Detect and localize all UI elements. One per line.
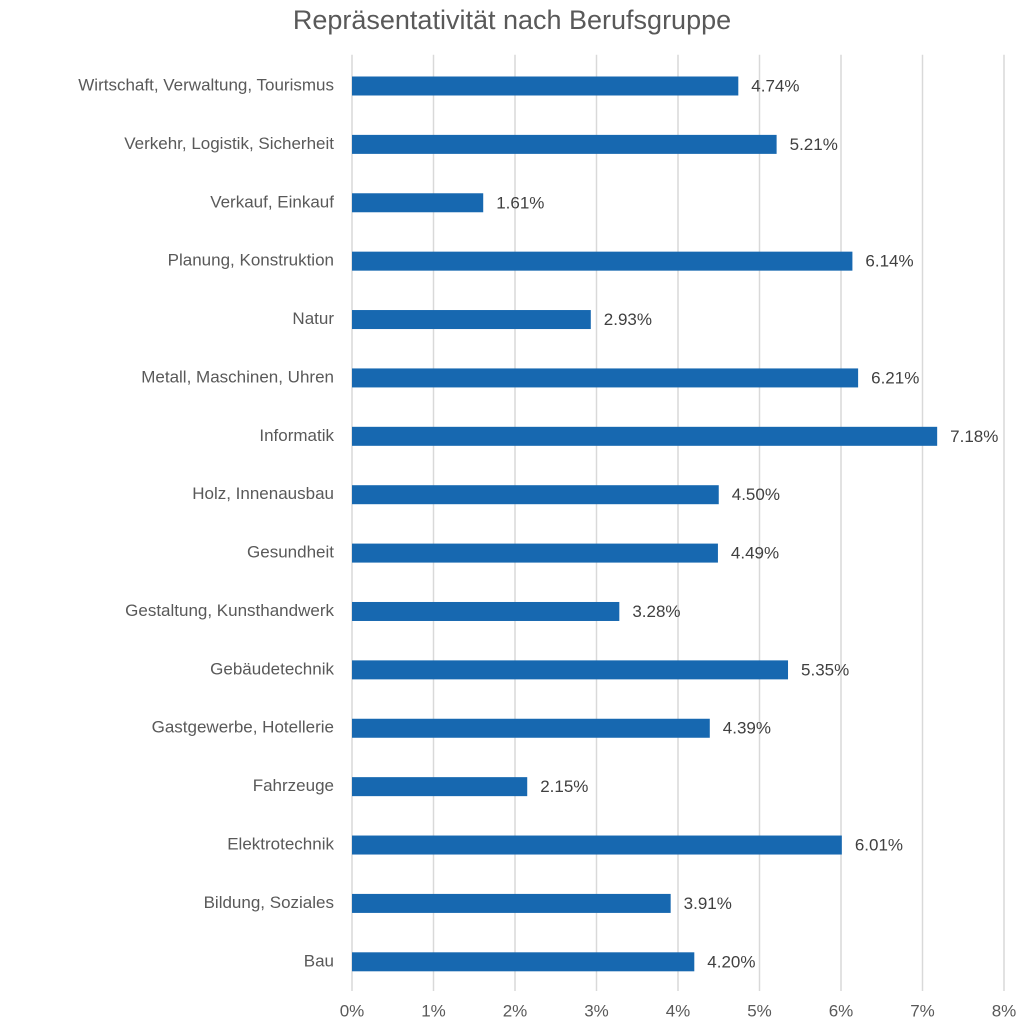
value-label: 1.61% <box>496 193 544 212</box>
bar <box>352 193 484 213</box>
value-label: 3.91% <box>684 894 732 913</box>
x-tick-label: 6% <box>829 1001 854 1020</box>
x-tick-label: 8% <box>992 1001 1017 1020</box>
y-tick-label: Bau <box>304 951 334 970</box>
y-tick-label: Informatik <box>259 426 334 445</box>
bar <box>352 426 938 446</box>
y-tick-label: Holz, Innenausbau <box>192 484 334 503</box>
y-tick-label: Elektrotechnik <box>227 835 334 854</box>
y-tick-label: Natur <box>292 309 334 328</box>
value-label: 5.35% <box>801 660 849 679</box>
bar <box>352 368 859 388</box>
x-tick-label: 4% <box>666 1001 691 1020</box>
bar <box>352 601 620 621</box>
y-tick-label: Gesundheit <box>247 543 334 562</box>
value-label: 4.39% <box>723 719 771 738</box>
y-tick-label: Wirtschaft, Verwaltung, Tourismus <box>78 75 334 94</box>
value-label: 4.74% <box>751 76 799 95</box>
bar <box>352 893 671 913</box>
bar <box>352 543 718 563</box>
bar <box>352 485 719 505</box>
y-tick-label: Fahrzeuge <box>253 776 334 795</box>
bar <box>352 777 528 797</box>
y-tick-label: Planung, Konstruktion <box>168 251 334 270</box>
bar <box>352 660 789 680</box>
y-tick-label: Metall, Maschinen, Uhren <box>141 367 334 386</box>
x-tick-label: 2% <box>503 1001 528 1020</box>
x-tick-label: 0% <box>340 1001 365 1020</box>
x-tick-label: 1% <box>421 1001 446 1020</box>
bar <box>352 76 739 96</box>
value-label: 5.21% <box>790 135 838 154</box>
bar <box>352 835 842 855</box>
y-tick-label: Verkauf, Einkauf <box>210 192 334 211</box>
bar <box>352 134 777 154</box>
value-label: 4.50% <box>732 485 780 504</box>
x-tick-label: 5% <box>747 1001 772 1020</box>
chart-title: Repräsentativität nach Berufsgruppe <box>293 5 731 35</box>
value-label: 6.14% <box>865 252 913 271</box>
x-tick-label: 3% <box>584 1001 609 1020</box>
value-label: 3.28% <box>632 602 680 621</box>
bar <box>352 310 591 330</box>
value-label: 6.01% <box>855 836 903 855</box>
x-tick-label: 7% <box>910 1001 935 1020</box>
y-tick-label: Gestaltung, Kunsthandwerk <box>125 601 334 620</box>
value-label: 2.15% <box>540 777 588 796</box>
bar <box>352 952 695 972</box>
y-tick-label: Gastgewerbe, Hotellerie <box>152 718 334 737</box>
value-label: 6.21% <box>871 368 919 387</box>
y-tick-label: Bildung, Soziales <box>204 893 334 912</box>
value-label: 2.93% <box>604 310 652 329</box>
bar <box>352 718 710 738</box>
y-tick-label: Verkehr, Logistik, Sicherheit <box>124 134 334 153</box>
value-label: 4.20% <box>707 952 755 971</box>
value-label: 4.49% <box>731 544 779 563</box>
y-tick-label: Gebäudetechnik <box>210 659 334 678</box>
bar <box>352 251 853 271</box>
value-label: 7.18% <box>950 427 998 446</box>
